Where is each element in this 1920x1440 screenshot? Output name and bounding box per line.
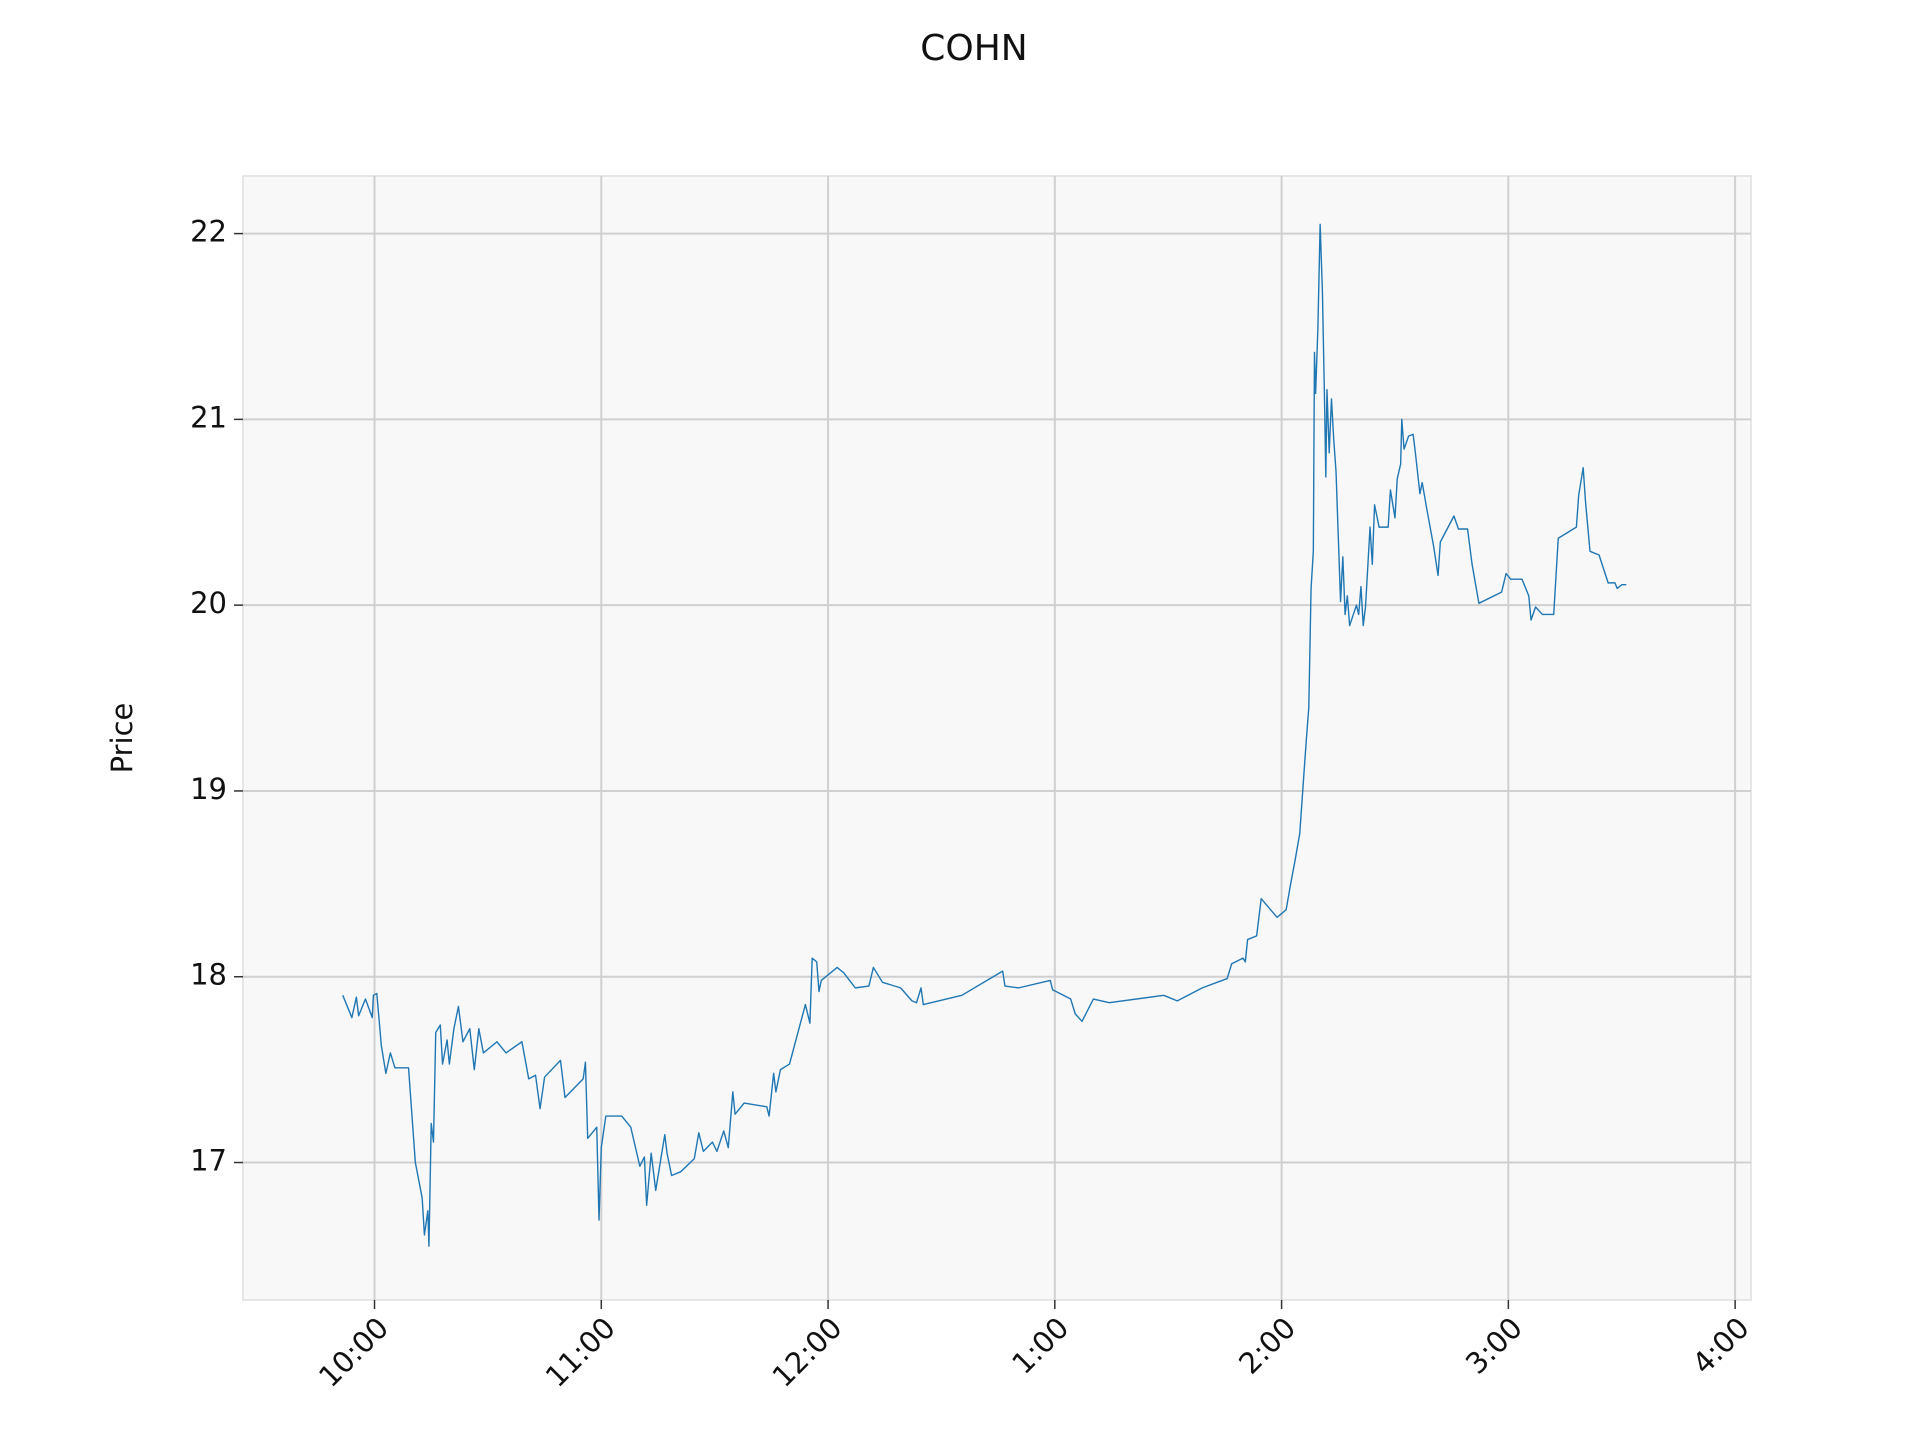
x-tick-label: 3:00	[1459, 1311, 1529, 1381]
x-tick-label: 2:00	[1232, 1311, 1302, 1381]
y-tick-label: 17	[190, 1144, 227, 1178]
x-tick-label: 12:00	[766, 1311, 849, 1394]
x-tick-label: 4:00	[1686, 1311, 1756, 1381]
x-tick-label: 1:00	[1005, 1311, 1075, 1381]
price-line	[342, 223, 1627, 1247]
x-tick-label: 11:00	[539, 1311, 622, 1394]
y-tick-label: 22	[190, 215, 227, 249]
y-tick-label: 20	[190, 586, 227, 620]
y-tick-label: 19	[190, 772, 227, 806]
y-tick-label: 18	[190, 958, 227, 992]
x-tick-label: 10:00	[312, 1311, 395, 1394]
plot-area	[242, 175, 1752, 1301]
y-tick-label: 21	[190, 400, 227, 434]
y-axis-label: Price	[105, 703, 139, 774]
chart-title: COHN	[920, 28, 1027, 69]
